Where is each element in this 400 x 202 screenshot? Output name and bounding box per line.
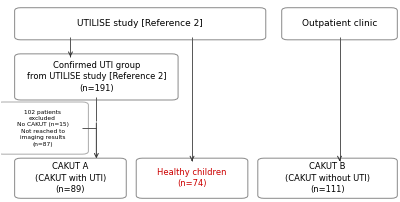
Text: CAKUT A
(CAKUT with UTI)
(n=89): CAKUT A (CAKUT with UTI) (n=89) (35, 162, 106, 194)
Text: CAKUT B
(CAKUT without UTI)
(n=111): CAKUT B (CAKUT without UTI) (n=111) (285, 162, 370, 194)
Text: Healthy children
(n=74): Healthy children (n=74) (157, 168, 227, 188)
FancyBboxPatch shape (15, 158, 126, 198)
FancyBboxPatch shape (15, 54, 178, 100)
FancyBboxPatch shape (136, 158, 248, 198)
FancyBboxPatch shape (0, 102, 88, 154)
Text: Confirmed UTI group
from UTILISE study [Reference 2]
(n=191): Confirmed UTI group from UTILISE study [… (27, 61, 166, 93)
Text: UTILISE study [Reference 2]: UTILISE study [Reference 2] (77, 19, 203, 28)
FancyBboxPatch shape (282, 8, 397, 40)
FancyBboxPatch shape (258, 158, 397, 198)
FancyBboxPatch shape (15, 8, 266, 40)
Text: Outpatient clinic: Outpatient clinic (302, 19, 377, 28)
Text: 102 patients
excluded
No CAKUT (n=15)
Not reached to
imaging results
(n=87): 102 patients excluded No CAKUT (n=15) No… (16, 109, 68, 147)
